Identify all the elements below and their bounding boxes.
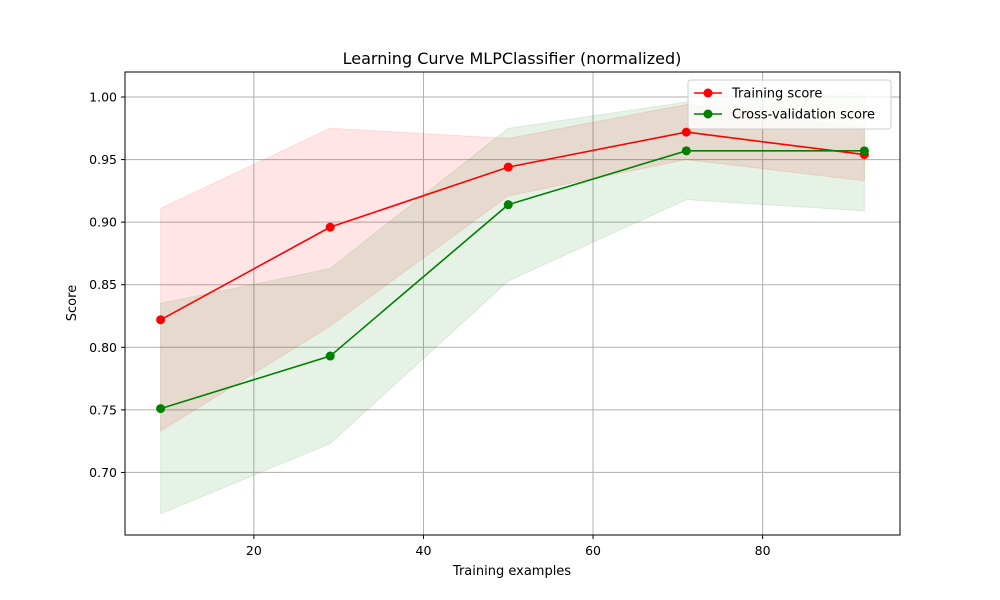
legend-box bbox=[687, 79, 892, 130]
data-point bbox=[681, 127, 691, 137]
x-tick-label: 20 bbox=[246, 543, 262, 558]
y-tick-label: 0.85 bbox=[89, 277, 117, 292]
y-tick-label: 0.70 bbox=[89, 465, 117, 480]
legend-swatch-marker bbox=[703, 109, 713, 119]
x-tick-label: 80 bbox=[755, 543, 771, 558]
plot-area-frame bbox=[124, 71, 901, 536]
data-point bbox=[156, 315, 166, 325]
y-tick-label: 0.80 bbox=[89, 340, 117, 355]
confidence-band bbox=[160, 91, 865, 515]
data-point bbox=[325, 351, 335, 361]
y-tick-label: 0.95 bbox=[89, 152, 117, 167]
data-point bbox=[503, 162, 513, 172]
y-tick-label: 1.00 bbox=[89, 90, 117, 105]
data-point bbox=[859, 146, 869, 156]
confidence-bands bbox=[160, 91, 865, 515]
x-tick-label: 60 bbox=[585, 543, 601, 558]
confidence-band bbox=[160, 104, 865, 433]
legend-swatch-marker bbox=[703, 88, 713, 98]
legend-entry-label: Cross-validation score bbox=[732, 108, 875, 123]
x-axis-label: Training examples bbox=[452, 564, 571, 579]
data-point bbox=[156, 404, 166, 414]
axis-ticks: 20 40 60 80 0.70 0.75 0.80 0.85 0.90 0.95 1.00 bbox=[89, 90, 770, 558]
data-point bbox=[503, 200, 513, 210]
y-tick-label: 0.75 bbox=[89, 402, 117, 417]
chart-title: Learning Curve MLPClassifier (normalized… bbox=[343, 49, 682, 68]
series-points bbox=[156, 127, 869, 414]
x-tick-label: 40 bbox=[416, 543, 432, 558]
y-axis-label: Score bbox=[65, 285, 80, 321]
y-tick-label: 0.90 bbox=[89, 215, 117, 230]
legend-entry-label: Training score bbox=[731, 87, 822, 102]
data-point bbox=[681, 146, 691, 156]
legend: Training score Cross-validation score bbox=[687, 79, 892, 130]
data-point bbox=[325, 222, 335, 232]
